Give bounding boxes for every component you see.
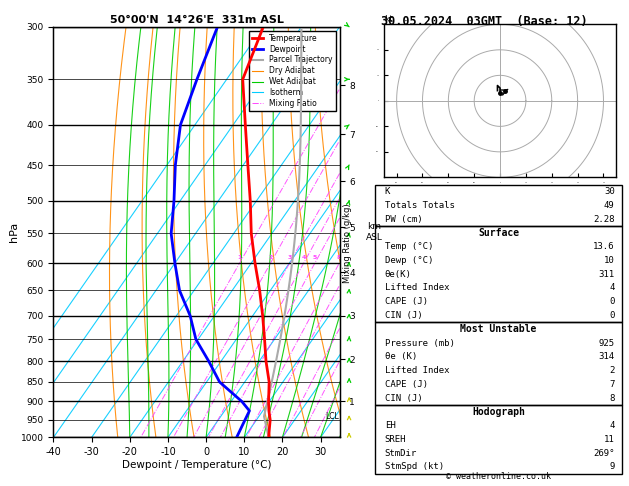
Text: 0: 0 <box>610 311 615 320</box>
Text: 13.6: 13.6 <box>593 242 615 251</box>
Y-axis label: hPa: hPa <box>9 222 19 242</box>
Text: Dewp (°C): Dewp (°C) <box>385 256 433 265</box>
Text: CAPE (J): CAPE (J) <box>385 297 428 306</box>
Legend: Temperature, Dewpoint, Parcel Trajectory, Dry Adiabat, Wet Adiabat, Isotherm, Mi: Temperature, Dewpoint, Parcel Trajectory… <box>248 31 336 111</box>
Text: © weatheronline.co.uk: © weatheronline.co.uk <box>447 472 551 481</box>
Text: 5: 5 <box>313 255 317 260</box>
Text: Lifted Index: Lifted Index <box>385 283 449 293</box>
Text: 30.05.2024  03GMT  (Base: 12): 30.05.2024 03GMT (Base: 12) <box>381 15 587 28</box>
Text: LCL: LCL <box>325 412 338 421</box>
Text: θe (K): θe (K) <box>385 352 417 361</box>
X-axis label: Dewpoint / Temperature (°C): Dewpoint / Temperature (°C) <box>122 460 271 470</box>
Text: 49: 49 <box>604 201 615 210</box>
Text: CIN (J): CIN (J) <box>385 311 423 320</box>
Text: 2.28: 2.28 <box>593 215 615 224</box>
Text: Mixing Ratio (g/kg): Mixing Ratio (g/kg) <box>343 203 352 283</box>
Text: StmSpd (kt): StmSpd (kt) <box>385 463 444 471</box>
Text: CAPE (J): CAPE (J) <box>385 380 428 389</box>
Title: 50°00'N  14°26'E  331m ASL: 50°00'N 14°26'E 331m ASL <box>109 15 284 25</box>
Text: 2: 2 <box>610 366 615 375</box>
Text: 4: 4 <box>610 283 615 293</box>
Text: 8: 8 <box>610 394 615 402</box>
Text: 11: 11 <box>604 435 615 444</box>
Text: 0: 0 <box>610 297 615 306</box>
Text: Hodograph: Hodograph <box>472 407 525 417</box>
Text: 4: 4 <box>610 421 615 430</box>
Text: 2: 2 <box>269 255 272 260</box>
Y-axis label: km
ASL: km ASL <box>366 223 383 242</box>
Bar <box>375 322 622 405</box>
Text: 1: 1 <box>237 255 242 260</box>
Text: 269°: 269° <box>593 449 615 458</box>
Text: SREH: SREH <box>385 435 406 444</box>
Text: CIN (J): CIN (J) <box>385 394 423 402</box>
Text: 925: 925 <box>599 339 615 347</box>
Text: Most Unstable: Most Unstable <box>460 324 537 334</box>
Text: 30: 30 <box>604 187 615 196</box>
Text: 314: 314 <box>599 352 615 361</box>
Text: Totals Totals: Totals Totals <box>385 201 455 210</box>
Text: 311: 311 <box>599 270 615 278</box>
Text: kt: kt <box>384 15 392 24</box>
Text: 4: 4 <box>301 255 306 260</box>
Bar <box>375 226 622 322</box>
Text: EH: EH <box>385 421 396 430</box>
Text: PW (cm): PW (cm) <box>385 215 423 224</box>
Text: 9: 9 <box>610 463 615 471</box>
Text: 7: 7 <box>610 380 615 389</box>
Text: Temp (°C): Temp (°C) <box>385 242 433 251</box>
Text: Pressure (mb): Pressure (mb) <box>385 339 455 347</box>
Text: StmDir: StmDir <box>385 449 417 458</box>
Text: θe(K): θe(K) <box>385 270 411 278</box>
Text: 8: 8 <box>337 255 342 260</box>
Text: K: K <box>385 187 390 196</box>
Bar <box>375 405 622 474</box>
Bar <box>375 185 622 226</box>
Text: Surface: Surface <box>478 228 519 238</box>
Text: Lifted Index: Lifted Index <box>385 366 449 375</box>
Text: 3: 3 <box>287 255 292 260</box>
Text: 10: 10 <box>604 256 615 265</box>
